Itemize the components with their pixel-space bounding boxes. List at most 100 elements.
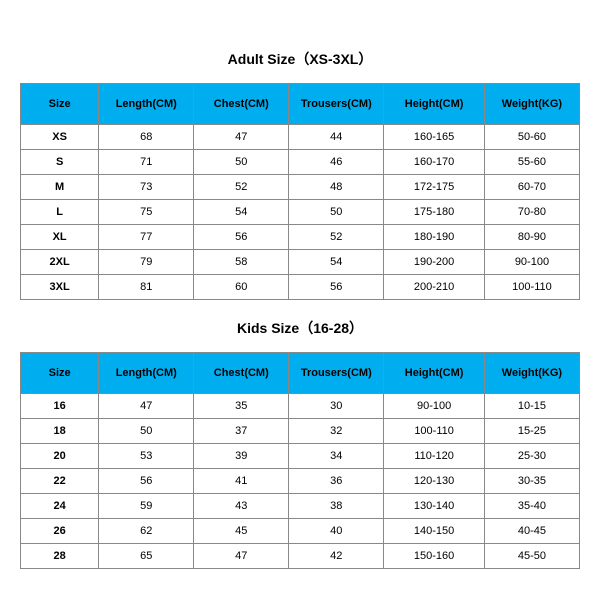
table-row: 18503732100-11015-25 [21, 419, 580, 444]
table-row: 3XL816056200-210100-110 [21, 275, 580, 300]
value-cell: 53 [99, 444, 194, 469]
kids-col-header: Height(CM) [384, 353, 485, 394]
table-row: 2XL795854190-20090-100 [21, 250, 580, 275]
size-cell: 2XL [21, 250, 99, 275]
value-cell: 172-175 [384, 175, 485, 200]
size-cell: M [21, 175, 99, 200]
size-cell: 16 [21, 394, 99, 419]
value-cell: 79 [99, 250, 194, 275]
value-cell: 160-165 [384, 125, 485, 150]
value-cell: 47 [99, 394, 194, 419]
value-cell: 75 [99, 200, 194, 225]
value-cell: 37 [194, 419, 289, 444]
table-row: XL775652180-19080-90 [21, 225, 580, 250]
size-cell: 20 [21, 444, 99, 469]
table-row: XS684744160-16550-60 [21, 125, 580, 150]
table-row: 24594338130-14035-40 [21, 494, 580, 519]
value-cell: 38 [289, 494, 384, 519]
value-cell: 68 [99, 125, 194, 150]
value-cell: 200-210 [384, 275, 485, 300]
value-cell: 40 [289, 519, 384, 544]
kids-col-header: Chest(CM) [194, 353, 289, 394]
kids-col-header: Weight(KG) [484, 353, 579, 394]
kids-col-header: Size [21, 353, 99, 394]
table-row: 20533934110-12025-30 [21, 444, 580, 469]
size-cell: 22 [21, 469, 99, 494]
value-cell: 100-110 [384, 419, 485, 444]
table-row: 28654742150-16045-50 [21, 544, 580, 569]
table-row: 22564136120-13030-35 [21, 469, 580, 494]
kids-body: 1647353090-10010-1518503732100-11015-252… [21, 394, 580, 569]
value-cell: 55-60 [484, 150, 579, 175]
value-cell: 180-190 [384, 225, 485, 250]
value-cell: 90-100 [384, 394, 485, 419]
value-cell: 56 [289, 275, 384, 300]
table-row: L755450175-18070-80 [21, 200, 580, 225]
size-cell: XS [21, 125, 99, 150]
adult-col-header: Trousers(CM) [289, 84, 384, 125]
value-cell: 80-90 [484, 225, 579, 250]
adult-col-header: Length(CM) [99, 84, 194, 125]
size-cell: L [21, 200, 99, 225]
value-cell: 44 [289, 125, 384, 150]
value-cell: 77 [99, 225, 194, 250]
value-cell: 56 [99, 469, 194, 494]
value-cell: 35 [194, 394, 289, 419]
kids-header-row: SizeLength(CM)Chest(CM)Trousers(CM)Heigh… [21, 353, 580, 394]
value-cell: 160-170 [384, 150, 485, 175]
value-cell: 110-120 [384, 444, 485, 469]
value-cell: 50 [194, 150, 289, 175]
value-cell: 15-25 [484, 419, 579, 444]
value-cell: 42 [289, 544, 384, 569]
adult-title: Adult Size（XS-3XL） [20, 49, 580, 69]
value-cell: 73 [99, 175, 194, 200]
kids-col-header: Length(CM) [99, 353, 194, 394]
value-cell: 47 [194, 544, 289, 569]
size-cell: S [21, 150, 99, 175]
adult-body: XS684744160-16550-60S715046160-17055-60M… [21, 125, 580, 300]
value-cell: 56 [194, 225, 289, 250]
value-cell: 59 [99, 494, 194, 519]
size-cell: 24 [21, 494, 99, 519]
value-cell: 30 [289, 394, 384, 419]
value-cell: 34 [289, 444, 384, 469]
value-cell: 81 [99, 275, 194, 300]
value-cell: 60-70 [484, 175, 579, 200]
value-cell: 54 [289, 250, 384, 275]
value-cell: 71 [99, 150, 194, 175]
value-cell: 43 [194, 494, 289, 519]
value-cell: 47 [194, 125, 289, 150]
table-row: S715046160-17055-60 [21, 150, 580, 175]
value-cell: 52 [289, 225, 384, 250]
value-cell: 50 [289, 200, 384, 225]
value-cell: 130-140 [384, 494, 485, 519]
value-cell: 40-45 [484, 519, 579, 544]
value-cell: 45 [194, 519, 289, 544]
value-cell: 41 [194, 469, 289, 494]
adult-size-table: SizeLength(CM)Chest(CM)Trousers(CM)Heigh… [20, 83, 580, 300]
adult-col-header: Chest(CM) [194, 84, 289, 125]
adult-col-header: Size [21, 84, 99, 125]
value-cell: 30-35 [484, 469, 579, 494]
value-cell: 48 [289, 175, 384, 200]
size-cell: 18 [21, 419, 99, 444]
value-cell: 50-60 [484, 125, 579, 150]
value-cell: 36 [289, 469, 384, 494]
value-cell: 150-160 [384, 544, 485, 569]
size-cell: 3XL [21, 275, 99, 300]
value-cell: 10-15 [484, 394, 579, 419]
value-cell: 45-50 [484, 544, 579, 569]
adult-header-row: SizeLength(CM)Chest(CM)Trousers(CM)Heigh… [21, 84, 580, 125]
value-cell: 62 [99, 519, 194, 544]
value-cell: 65 [99, 544, 194, 569]
table-row: 26624540140-15040-45 [21, 519, 580, 544]
value-cell: 70-80 [484, 200, 579, 225]
value-cell: 175-180 [384, 200, 485, 225]
value-cell: 90-100 [484, 250, 579, 275]
value-cell: 54 [194, 200, 289, 225]
value-cell: 52 [194, 175, 289, 200]
adult-col-header: Weight(KG) [484, 84, 579, 125]
value-cell: 50 [99, 419, 194, 444]
value-cell: 46 [289, 150, 384, 175]
table-row: 1647353090-10010-15 [21, 394, 580, 419]
